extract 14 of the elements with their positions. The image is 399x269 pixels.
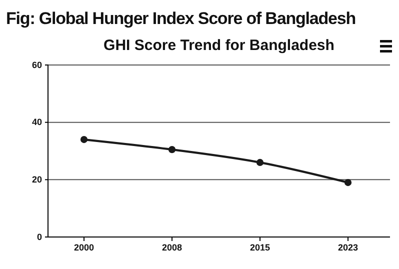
- x-tick-label: 2023: [338, 242, 358, 252]
- y-tick-label: 0: [36, 232, 42, 242]
- x-tick-label: 2008: [162, 242, 182, 252]
- y-tick-label: 60: [32, 60, 42, 70]
- y-tick-label: 20: [32, 174, 42, 185]
- chart-subtitle: Fig: Global Hunger Index Score of Bangladesh: [6, 9, 356, 28]
- point: [168, 146, 176, 154]
- point: [256, 158, 264, 166]
- point: [344, 178, 352, 186]
- x-tick-label: 2000: [74, 242, 94, 252]
- chart-title: GHI Score Trend for Bangladesh: [104, 37, 334, 54]
- point: [80, 136, 88, 144]
- x-tick-label: 2015: [250, 242, 270, 252]
- y-tick-label: 40: [32, 117, 42, 128]
